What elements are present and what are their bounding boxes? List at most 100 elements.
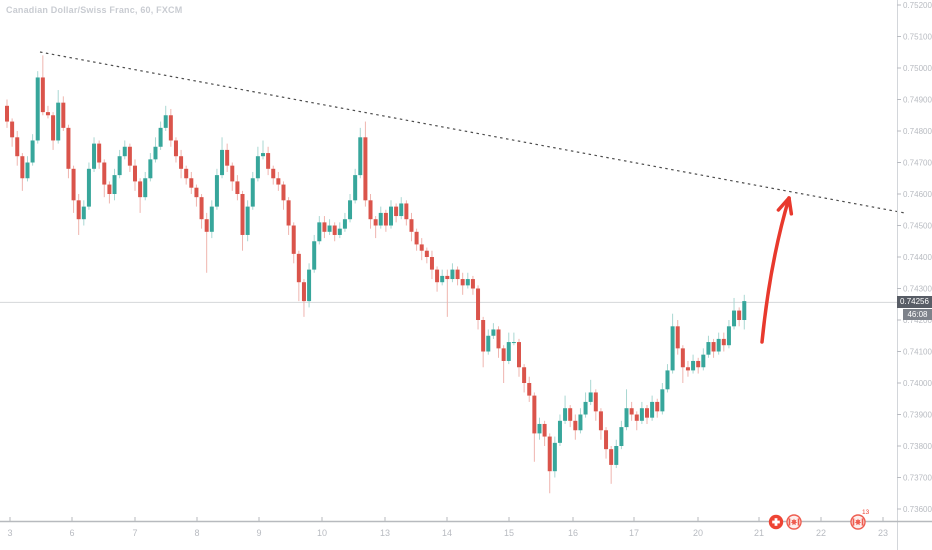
candle-down <box>138 181 143 198</box>
candle-up <box>706 342 711 355</box>
candle-up <box>583 401 588 415</box>
candle-down <box>404 203 409 220</box>
candle-up <box>56 102 61 141</box>
candle-up <box>506 342 511 361</box>
price-tick-label: 0.74700 <box>903 159 932 168</box>
candle-down <box>547 436 552 472</box>
candle-up <box>112 175 117 195</box>
candle-up <box>691 360 696 371</box>
candle-down <box>20 156 25 179</box>
candle-up <box>30 140 35 163</box>
time-tick-label: 7 <box>132 528 137 538</box>
candle-up <box>716 338 721 352</box>
candle-down <box>696 360 701 368</box>
candle-up <box>665 370 670 390</box>
price-tick-label: 0.74900 <box>903 96 932 105</box>
candle-up <box>742 301 747 321</box>
candle-down <box>266 153 271 169</box>
event-count-badge: 13 <box>862 509 870 516</box>
candle-down <box>675 326 680 349</box>
candle-down <box>373 219 378 226</box>
maple-leaf-icon <box>854 518 862 526</box>
candle-down <box>481 320 486 352</box>
price-tick-label: 0.74100 <box>903 348 932 357</box>
candle-up <box>209 206 214 232</box>
candle-down <box>291 225 296 254</box>
candle-up <box>389 206 393 226</box>
candle-bodies <box>5 77 747 472</box>
time-tick-label: 3 <box>7 528 12 538</box>
candle-down <box>527 383 532 396</box>
candle-down <box>685 367 690 371</box>
candle-up <box>255 156 260 179</box>
candle-down <box>598 411 603 431</box>
candle-down <box>429 257 434 270</box>
candle-up <box>578 414 583 431</box>
candle-down <box>168 115 173 141</box>
candle-down <box>194 187 199 198</box>
candle-down <box>629 408 634 415</box>
price-tick-label: 0.74800 <box>903 127 932 136</box>
price-tick-label: 0.73600 <box>903 505 932 514</box>
candle-down <box>501 348 506 361</box>
candle-down <box>235 181 240 195</box>
candle-down <box>424 250 429 258</box>
price-axis[interactable]: 0.75200 0.75100 0.75000 0.74900 0.74800 0.747… <box>897 1 932 514</box>
candle-down <box>593 392 598 412</box>
candle-down <box>66 127 71 169</box>
candle-up <box>358 137 363 176</box>
time-tick-label: 22 <box>816 528 826 538</box>
descending-trendline[interactable] <box>39 51 906 214</box>
candle-up <box>650 401 655 418</box>
candle-down <box>107 184 112 195</box>
candle-up <box>557 420 562 443</box>
candle-down <box>445 275 450 280</box>
candle-up <box>81 206 86 220</box>
price-tick-label: 0.74400 <box>903 253 932 262</box>
candle-up <box>552 442 557 472</box>
candle-up <box>486 335 491 352</box>
candle-down <box>286 200 291 226</box>
time-axis[interactable]: 3 6 7 8 9 10 13 14 15 16 17 20 21 22 23 <box>7 517 888 538</box>
price-tick-label: 0.74200 <box>903 316 932 325</box>
candle-up <box>342 219 347 229</box>
candle-down <box>394 206 399 217</box>
candle-down <box>721 338 726 346</box>
chf-event-icon[interactable] <box>768 514 784 530</box>
candle-up <box>701 354 706 368</box>
candle-down <box>419 244 424 251</box>
candle-up <box>158 127 163 147</box>
candle-up <box>153 146 158 160</box>
candle-down <box>97 143 102 163</box>
candle-up <box>245 206 250 235</box>
candle-up <box>353 175 358 201</box>
candle-down <box>414 231 419 245</box>
cad-event-icon-grouped[interactable]: 13 <box>850 509 870 530</box>
candle-down <box>45 112 50 116</box>
time-tick-label: 15 <box>504 528 514 538</box>
candle-down <box>568 408 573 421</box>
cad-event-icon[interactable] <box>786 514 802 530</box>
up-arrow-drawing[interactable] <box>760 196 794 344</box>
candle-up <box>440 275 445 283</box>
candle-down <box>276 178 281 185</box>
maple-leaf-icon <box>790 518 798 526</box>
candle-up <box>465 279 470 286</box>
candle-up <box>261 153 265 157</box>
candle-up <box>163 115 168 128</box>
candle-down <box>383 212 388 226</box>
candle-up <box>92 143 97 169</box>
candle-up <box>122 146 127 157</box>
candle-down <box>517 342 521 368</box>
candle-up <box>726 326 731 346</box>
candle-down <box>460 279 465 286</box>
candle-down <box>332 225 337 235</box>
candle-down <box>199 197 204 220</box>
candle-up <box>35 77 40 141</box>
last-price-badge: 0.74256 <box>897 296 932 308</box>
candle-down <box>61 102 66 128</box>
candle-down <box>470 279 475 289</box>
candle-up <box>307 269 312 302</box>
candle-up <box>399 203 404 217</box>
